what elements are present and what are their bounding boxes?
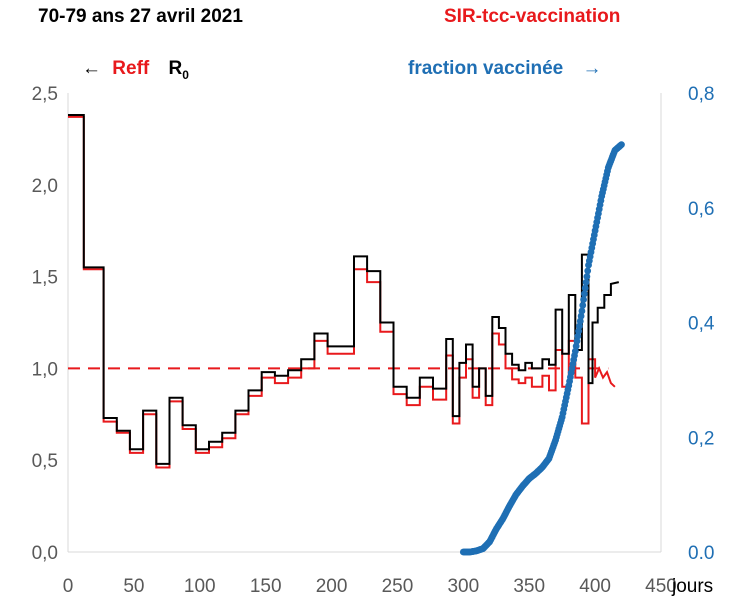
vaccine-point (579, 301, 587, 309)
vaccine-point (574, 332, 582, 340)
vaccine-point (575, 327, 583, 335)
left-tick-label: 1,5 (32, 268, 58, 289)
legend-right: fraction vaccinée → (408, 58, 602, 80)
chart-title: 70-79 ans 27 avril 2021 (38, 6, 243, 27)
left-tick-label: 0,5 (32, 451, 58, 472)
legend-vaccine: fraction vaccinée (408, 58, 564, 79)
right-tick-label: 0,6 (688, 199, 714, 220)
x-tick-label: 400 (579, 576, 611, 597)
vaccine-point (572, 342, 580, 350)
left-tick-label: 2,0 (32, 176, 58, 197)
legend-r0-subscript: 0 (182, 67, 189, 82)
vaccine-point (576, 322, 583, 330)
x-axis-ticks: 0 50 100 150 200 250 300 350 400 450 (63, 576, 677, 597)
legend-left: ← Reff R0 (82, 58, 189, 82)
right-tick-label: 0,8 (688, 84, 714, 105)
x-axis-label: jours (671, 576, 713, 597)
legend-r0: R0 (168, 58, 189, 82)
vaccine-point (573, 337, 581, 345)
left-tick-label: 1,0 (32, 359, 58, 380)
x-tick-label: 0 (63, 576, 74, 597)
model-name: SIR-tcc-vaccination (444, 6, 621, 27)
right-tick-label: 0,4 (688, 314, 715, 335)
vaccine-point (580, 296, 587, 303)
series-layer (68, 114, 625, 556)
reff-line (68, 115, 616, 469)
r0-line (68, 114, 620, 465)
vaccine-point (618, 141, 625, 149)
right-arrow-icon: → (582, 58, 602, 79)
x-tick-label: 350 (513, 576, 545, 597)
vaccine-point (571, 347, 579, 355)
vaccine-point (581, 284, 589, 292)
left-axis-ticks: 0,0 0,5 1,0 1,5 2,0 2,5 (32, 84, 58, 564)
vaccine-point (577, 312, 585, 320)
right-tick-label: 0.0 (688, 543, 714, 564)
vaccine-point (584, 267, 592, 275)
left-arrow-icon: ← (82, 58, 101, 79)
legend-reff: Reff (112, 58, 150, 79)
x-tick-label: 150 (250, 576, 282, 597)
vaccine-point (576, 317, 584, 325)
vaccine-point (581, 290, 588, 298)
legend-r0-label: R (168, 58, 183, 79)
vaccine-point (578, 307, 586, 315)
vaccine-series (459, 141, 625, 556)
x-tick-label: 300 (447, 576, 479, 597)
vaccine-point (582, 278, 590, 286)
x-tick-label: 100 (184, 576, 216, 597)
x-tick-label: 250 (382, 576, 414, 597)
left-tick-label: 0,0 (32, 543, 58, 564)
vaccine-point (583, 273, 591, 280)
left-tick-label: 2,5 (32, 84, 58, 105)
x-tick-label: 450 (645, 576, 677, 597)
right-tick-label: 0,2 (688, 428, 714, 449)
x-tick-label: 50 (123, 576, 144, 597)
right-axis-ticks: 0.0 0,2 0,4 0,6 0,8 (688, 84, 715, 564)
x-tick-label: 200 (316, 576, 348, 597)
